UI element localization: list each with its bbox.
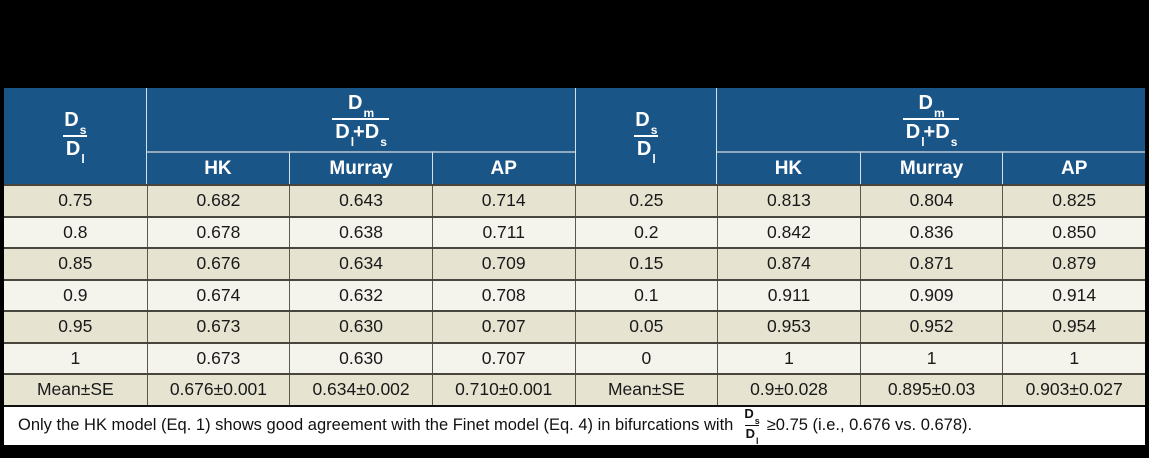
table-cell: 0.75 — [58, 190, 93, 211]
ds-dl-fraction-inline: Ds Dl — [744, 406, 760, 446]
table-cell: 0.9 — [63, 284, 88, 305]
table-cell: 0.871 — [859, 249, 1003, 279]
header-ds-dl-left: Ds Dl — [4, 88, 147, 184]
header-ds-dl-right: Ds Dl — [574, 88, 718, 184]
table-cell: 0.714 — [431, 186, 575, 216]
ds-dl-fraction: Ds Dl — [633, 108, 658, 166]
table-cell: 0.632 — [289, 280, 432, 310]
table-row: 1 0.673 0.630 0.707 0 1 1 1 — [4, 341, 1145, 373]
table-cell: 0.813 — [717, 186, 860, 216]
header-ap-left: AP — [431, 151, 575, 184]
table-cell: 0.804 — [859, 186, 1003, 216]
table-cell: 0.952 — [859, 312, 1003, 342]
table-cell: 0.874 — [717, 249, 860, 279]
table-cell: Mean±SE — [574, 375, 718, 405]
table-cell: 0.643 — [289, 186, 432, 216]
header-hk-left: HK — [146, 151, 290, 184]
table-cell: 0.711 — [431, 217, 575, 247]
table-footnote: Only the HK model (Eq. 1) shows good agr… — [4, 404, 1145, 446]
table-cell: 0.678 — [146, 217, 290, 247]
table-cell: 0.914 — [1002, 280, 1145, 310]
table-cell: 0.676±0.001 — [146, 375, 290, 405]
table-cell: 0.954 — [1002, 312, 1145, 342]
table-row: 0.75 0.682 0.643 0.714 0.25 0.813 0.804 0.825 — [4, 184, 1145, 216]
footnote-text-before: Only the HK model (Eq. 1) shows good agr… — [18, 416, 734, 434]
table-cell: 0.909 — [859, 280, 1003, 310]
table-cell: 0.709 — [431, 249, 575, 279]
table-cell: 1 — [717, 343, 860, 373]
dm-fraction: Dm Dl+Ds — [902, 93, 960, 148]
table-cell: 0.634±0.002 — [289, 375, 432, 405]
ds-dl-fraction: Ds Dl — [62, 108, 87, 166]
table-cell: 0.85 — [58, 253, 93, 274]
header-hk-right: HK — [717, 151, 860, 184]
table-row: 0.85 0.676 0.634 0.709 0.15 0.874 0.871 0.879 — [4, 247, 1145, 279]
header-murray-left: Murray — [289, 151, 432, 184]
table-row: 0.95 0.673 0.630 0.707 0.05 0.953 0.952 0.954 — [4, 310, 1145, 342]
table-cell: 0.682 — [146, 186, 290, 216]
table-cell: 0.707 — [431, 312, 575, 342]
table-cell: 0.15 — [574, 249, 718, 279]
table-header: Ds Dl Dm Dl+Ds HK Murray AP Ds Dl — [4, 88, 1145, 184]
table-cell: 0.673 — [146, 343, 290, 373]
dm-fraction: Dm Dl+Ds — [332, 93, 389, 148]
table-cell: 0.850 — [1002, 217, 1145, 247]
header-ap-right: AP — [1002, 151, 1145, 184]
table-cell: 0.879 — [1002, 249, 1145, 279]
header-dm-fraction-right: Dm Dl+Ds — [717, 88, 1145, 151]
table-cell: 0.1 — [574, 280, 718, 310]
table-cell: 0.95 — [58, 316, 93, 337]
table-row: 0.9 0.674 0.632 0.708 0.1 0.911 0.909 0.914 — [4, 278, 1145, 310]
footnote-text-after: ≥0.75 (i.e., 0.676 vs. 0.678). — [766, 416, 973, 434]
table-body: 0.75 0.682 0.643 0.714 0.25 0.813 0.804 0.825 0.… — [4, 184, 1145, 405]
table-cell: 0.707 — [431, 343, 575, 373]
table-cell: 0.674 — [146, 280, 290, 310]
header-murray-right: Murray — [859, 151, 1003, 184]
table-row: Mean±SE 0.676±0.001 0.634±0.002 0.710±0.001… — [4, 373, 1145, 405]
table-row: 0.8 0.678 0.638 0.711 0.2 0.842 0.836 0.850 — [4, 215, 1145, 247]
table-cell: 0.953 — [717, 312, 860, 342]
table-cell: 0.673 — [146, 312, 290, 342]
table-cell: 0.836 — [859, 217, 1003, 247]
table-cell: 0.8 — [63, 221, 88, 242]
table-cell: 0.842 — [717, 217, 860, 247]
table-cell: 1 — [859, 343, 1003, 373]
table-cell: 1 — [1002, 343, 1145, 373]
table-cell: 0.911 — [717, 280, 860, 310]
table-cell: 0.634 — [289, 249, 432, 279]
header-dm-fraction-left: Dm Dl+Ds — [147, 88, 575, 151]
table-cell: 0.630 — [289, 312, 432, 342]
table-cell: 0.825 — [1002, 186, 1145, 216]
table-cell: 0.708 — [431, 280, 575, 310]
table-cell: 0.903±0.027 — [1002, 375, 1145, 405]
table-cell: 0.676 — [146, 249, 290, 279]
table-cell: 0.630 — [289, 343, 432, 373]
table-cell: 0.895±0.03 — [859, 375, 1003, 405]
table-cell: 0.9±0.028 — [717, 375, 860, 405]
results-table: Ds Dl Dm Dl+Ds HK Murray AP Ds Dl — [4, 88, 1145, 445]
table-cell: 0.25 — [574, 186, 718, 216]
table-cell: Mean±SE — [36, 379, 114, 400]
table-cell: 0.638 — [289, 217, 432, 247]
table-cell: 0.710±0.001 — [431, 375, 575, 405]
table-cell: 1 — [70, 347, 81, 368]
table-cell: 0 — [574, 343, 718, 373]
table-cell: 0.2 — [574, 217, 718, 247]
table-cell: 0.05 — [574, 312, 718, 342]
